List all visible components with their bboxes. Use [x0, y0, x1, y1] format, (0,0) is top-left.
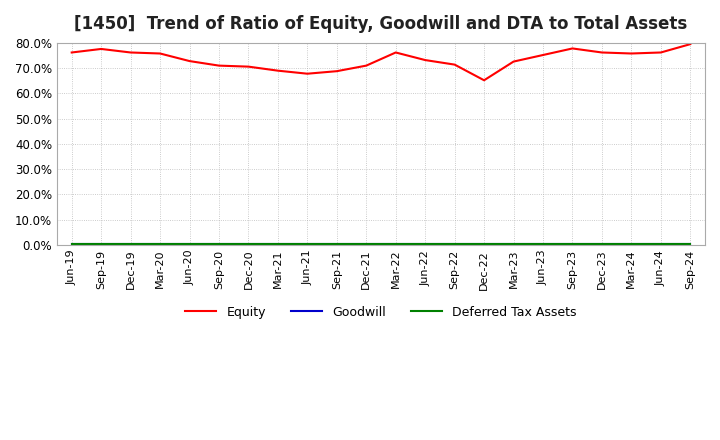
Goodwill	[480, 242, 488, 247]
Goodwill	[303, 242, 312, 247]
Goodwill	[185, 242, 194, 247]
Goodwill	[215, 242, 223, 247]
Goodwill	[568, 242, 577, 247]
Deferred Tax Assets	[126, 241, 135, 246]
Goodwill	[362, 242, 371, 247]
Legend: Equity, Goodwill, Deferred Tax Assets: Equity, Goodwill, Deferred Tax Assets	[180, 301, 582, 323]
Equity	[509, 59, 518, 64]
Goodwill	[333, 242, 341, 247]
Deferred Tax Assets	[421, 241, 430, 246]
Deferred Tax Assets	[686, 241, 695, 246]
Goodwill	[392, 242, 400, 247]
Equity	[539, 52, 547, 58]
Equity	[126, 50, 135, 55]
Deferred Tax Assets	[303, 241, 312, 246]
Deferred Tax Assets	[657, 241, 665, 246]
Deferred Tax Assets	[68, 241, 76, 246]
Goodwill	[598, 242, 606, 247]
Deferred Tax Assets	[392, 241, 400, 246]
Deferred Tax Assets	[156, 241, 164, 246]
Equity	[392, 50, 400, 55]
Equity	[303, 71, 312, 77]
Equity	[97, 46, 106, 51]
Equity	[362, 63, 371, 68]
Deferred Tax Assets	[539, 241, 547, 246]
Deferred Tax Assets	[509, 241, 518, 246]
Deferred Tax Assets	[274, 241, 282, 246]
Goodwill	[686, 242, 695, 247]
Equity	[421, 58, 430, 63]
Goodwill	[97, 242, 106, 247]
Deferred Tax Assets	[598, 241, 606, 246]
Deferred Tax Assets	[333, 241, 341, 246]
Deferred Tax Assets	[480, 241, 488, 246]
Deferred Tax Assets	[185, 241, 194, 246]
Goodwill	[509, 242, 518, 247]
Equity	[244, 64, 253, 69]
Equity	[68, 50, 76, 55]
Equity	[568, 46, 577, 51]
Goodwill	[539, 242, 547, 247]
Goodwill	[126, 242, 135, 247]
Deferred Tax Assets	[627, 241, 636, 246]
Goodwill	[156, 242, 164, 247]
Goodwill	[421, 242, 430, 247]
Equity	[686, 41, 695, 47]
Equity	[598, 50, 606, 55]
Equity	[657, 50, 665, 55]
Goodwill	[657, 242, 665, 247]
Equity	[156, 51, 164, 56]
Deferred Tax Assets	[97, 241, 106, 246]
Title: [1450]  Trend of Ratio of Equity, Goodwill and DTA to Total Assets: [1450] Trend of Ratio of Equity, Goodwil…	[74, 15, 688, 33]
Equity	[215, 63, 223, 68]
Equity	[185, 59, 194, 64]
Deferred Tax Assets	[450, 241, 459, 246]
Equity	[480, 77, 488, 83]
Equity	[274, 68, 282, 73]
Equity	[333, 69, 341, 74]
Equity	[450, 62, 459, 67]
Goodwill	[68, 242, 76, 247]
Deferred Tax Assets	[362, 241, 371, 246]
Goodwill	[244, 242, 253, 247]
Goodwill	[627, 242, 636, 247]
Goodwill	[274, 242, 282, 247]
Goodwill	[450, 242, 459, 247]
Line: Equity: Equity	[72, 44, 690, 80]
Deferred Tax Assets	[215, 241, 223, 246]
Deferred Tax Assets	[568, 241, 577, 246]
Deferred Tax Assets	[244, 241, 253, 246]
Equity	[627, 51, 636, 56]
